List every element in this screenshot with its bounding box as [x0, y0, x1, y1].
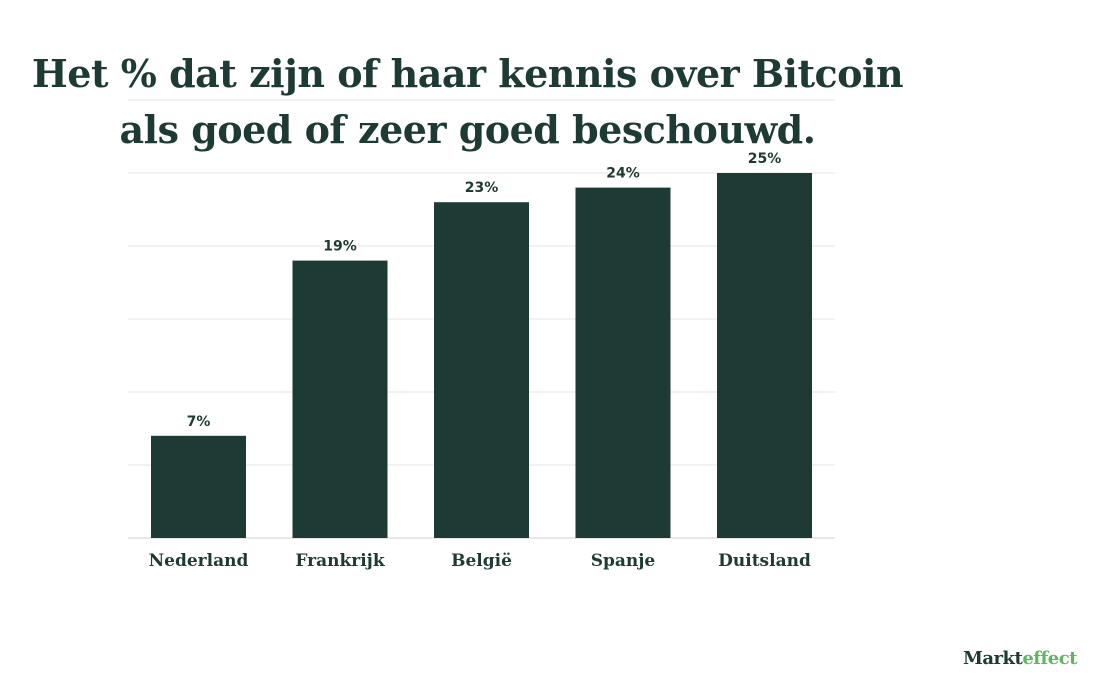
brand-logo-part-2: effect [1022, 648, 1077, 669]
bar-group-4: 25% Duitsland [717, 151, 812, 571]
bar [292, 260, 388, 538]
bar [151, 435, 246, 538]
bar-group-2: 23% België [434, 180, 529, 571]
bar-group-1: 19% Frankrijk [292, 239, 388, 571]
bar [717, 173, 812, 538]
bar [434, 202, 529, 538]
brand-logo: Markteffect [962, 648, 1078, 669]
data-label: 7% [187, 414, 211, 430]
x-tick-label: Duitsland [718, 551, 811, 571]
chart-title-line-2: als goed of zeer goed beschouwd. [119, 107, 816, 152]
chart-title-line-1: Het % dat zijn of haar kennis over Bitco… [31, 51, 904, 96]
bar [575, 187, 671, 538]
data-label: 24% [606, 166, 640, 182]
chart-title: Het % dat zijn of haar kennis over Bitco… [0, 46, 935, 158]
data-label: 23% [465, 180, 499, 196]
data-label: 19% [323, 239, 357, 255]
x-tick-label: België [451, 551, 512, 571]
bar-group-0: 7% Nederland [149, 414, 249, 571]
data-label: 25% [748, 151, 782, 167]
x-tick-label: Nederland [149, 551, 249, 571]
x-tick-label: Spanje [591, 551, 656, 571]
bar-group-3: 24% Spanje [575, 166, 671, 571]
x-tick-label: Frankrijk [295, 551, 385, 571]
brand-logo-part-1: Markt [962, 648, 1023, 669]
